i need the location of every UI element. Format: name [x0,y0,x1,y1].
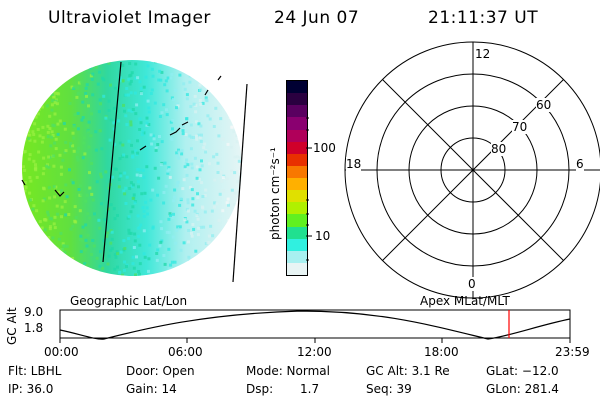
earth-disk [22,60,242,276]
colorbar-segment [287,226,307,239]
apex-mlat-mlt-label: Apex MLat/MLT [420,294,510,308]
color-scale-bar [286,80,308,276]
colorbar-segment [287,238,307,251]
colorbar-segment [287,190,307,203]
ytick-9: 9.0 [24,305,44,319]
dsp-value: 1.7 [300,382,320,396]
mode-info: Mode: Normal [246,364,330,378]
terminator-line-right [232,83,248,283]
colorbar-segment [287,105,307,118]
xtick-0000: 00:00 [44,345,79,359]
colorbar-segment [287,153,307,166]
mlt-label-18: 18 [346,157,362,171]
time-label: 21:11:37 UT [428,8,539,28]
xtick-1200: 12:00 [297,345,332,359]
coastline-icon [21,75,222,197]
mlt-label-6: 6 [576,157,584,171]
ytick-1-8: 1.8 [24,321,44,335]
filter-info: Flt: LBHL [8,364,62,378]
geographic-latlon-label: Geographic Lat/Lon [70,294,188,308]
glat-info: GLat: −12.0 [486,364,559,378]
colorbar-segment [287,81,307,94]
gain-info: Gain: 14 [126,382,177,396]
colorbar-tick-100: 100 [313,141,336,155]
door-info: Door: Open [126,364,195,378]
lat-label-60: 60 [536,98,552,112]
dsp-label: Dsp: [246,382,274,396]
colorbar-segment [287,250,307,263]
xtick-1800: 18:00 [424,345,459,359]
colorbar-segment [287,93,307,106]
colorbar-segment [287,165,307,178]
colorbar-segment [287,202,307,215]
colorbar-tick-10: 10 [315,229,331,243]
colorbar-segment [287,262,307,275]
colorbar-segment [287,178,307,191]
xtick-2359: 23:59 [555,345,590,359]
terminator-line-left [102,61,122,263]
colorbar-segment [287,214,307,227]
xtick-0600: 06:00 [168,345,203,359]
mlt-label-12: 12 [475,47,491,61]
lat-label-80: 80 [491,142,507,156]
date-label: 24 Jun 07 [274,8,360,28]
lat-label-70: 70 [512,120,528,134]
instrument-title: Ultraviolet Imager [48,8,211,28]
seq-info: Seq: 39 [366,382,412,396]
colorbar-segment [287,141,307,154]
altitude-curve [59,310,571,340]
glon-info: GLon: 281.4 [486,382,559,396]
ip-info: IP: 36.0 [8,382,54,396]
colorbar-segment [287,117,307,130]
gc-alt-info: GC Alt: 3.1 Re [366,364,450,378]
colorbar-segment [287,129,307,142]
mlt-label-0: 0 [468,277,476,291]
terminator-lines [21,61,248,283]
